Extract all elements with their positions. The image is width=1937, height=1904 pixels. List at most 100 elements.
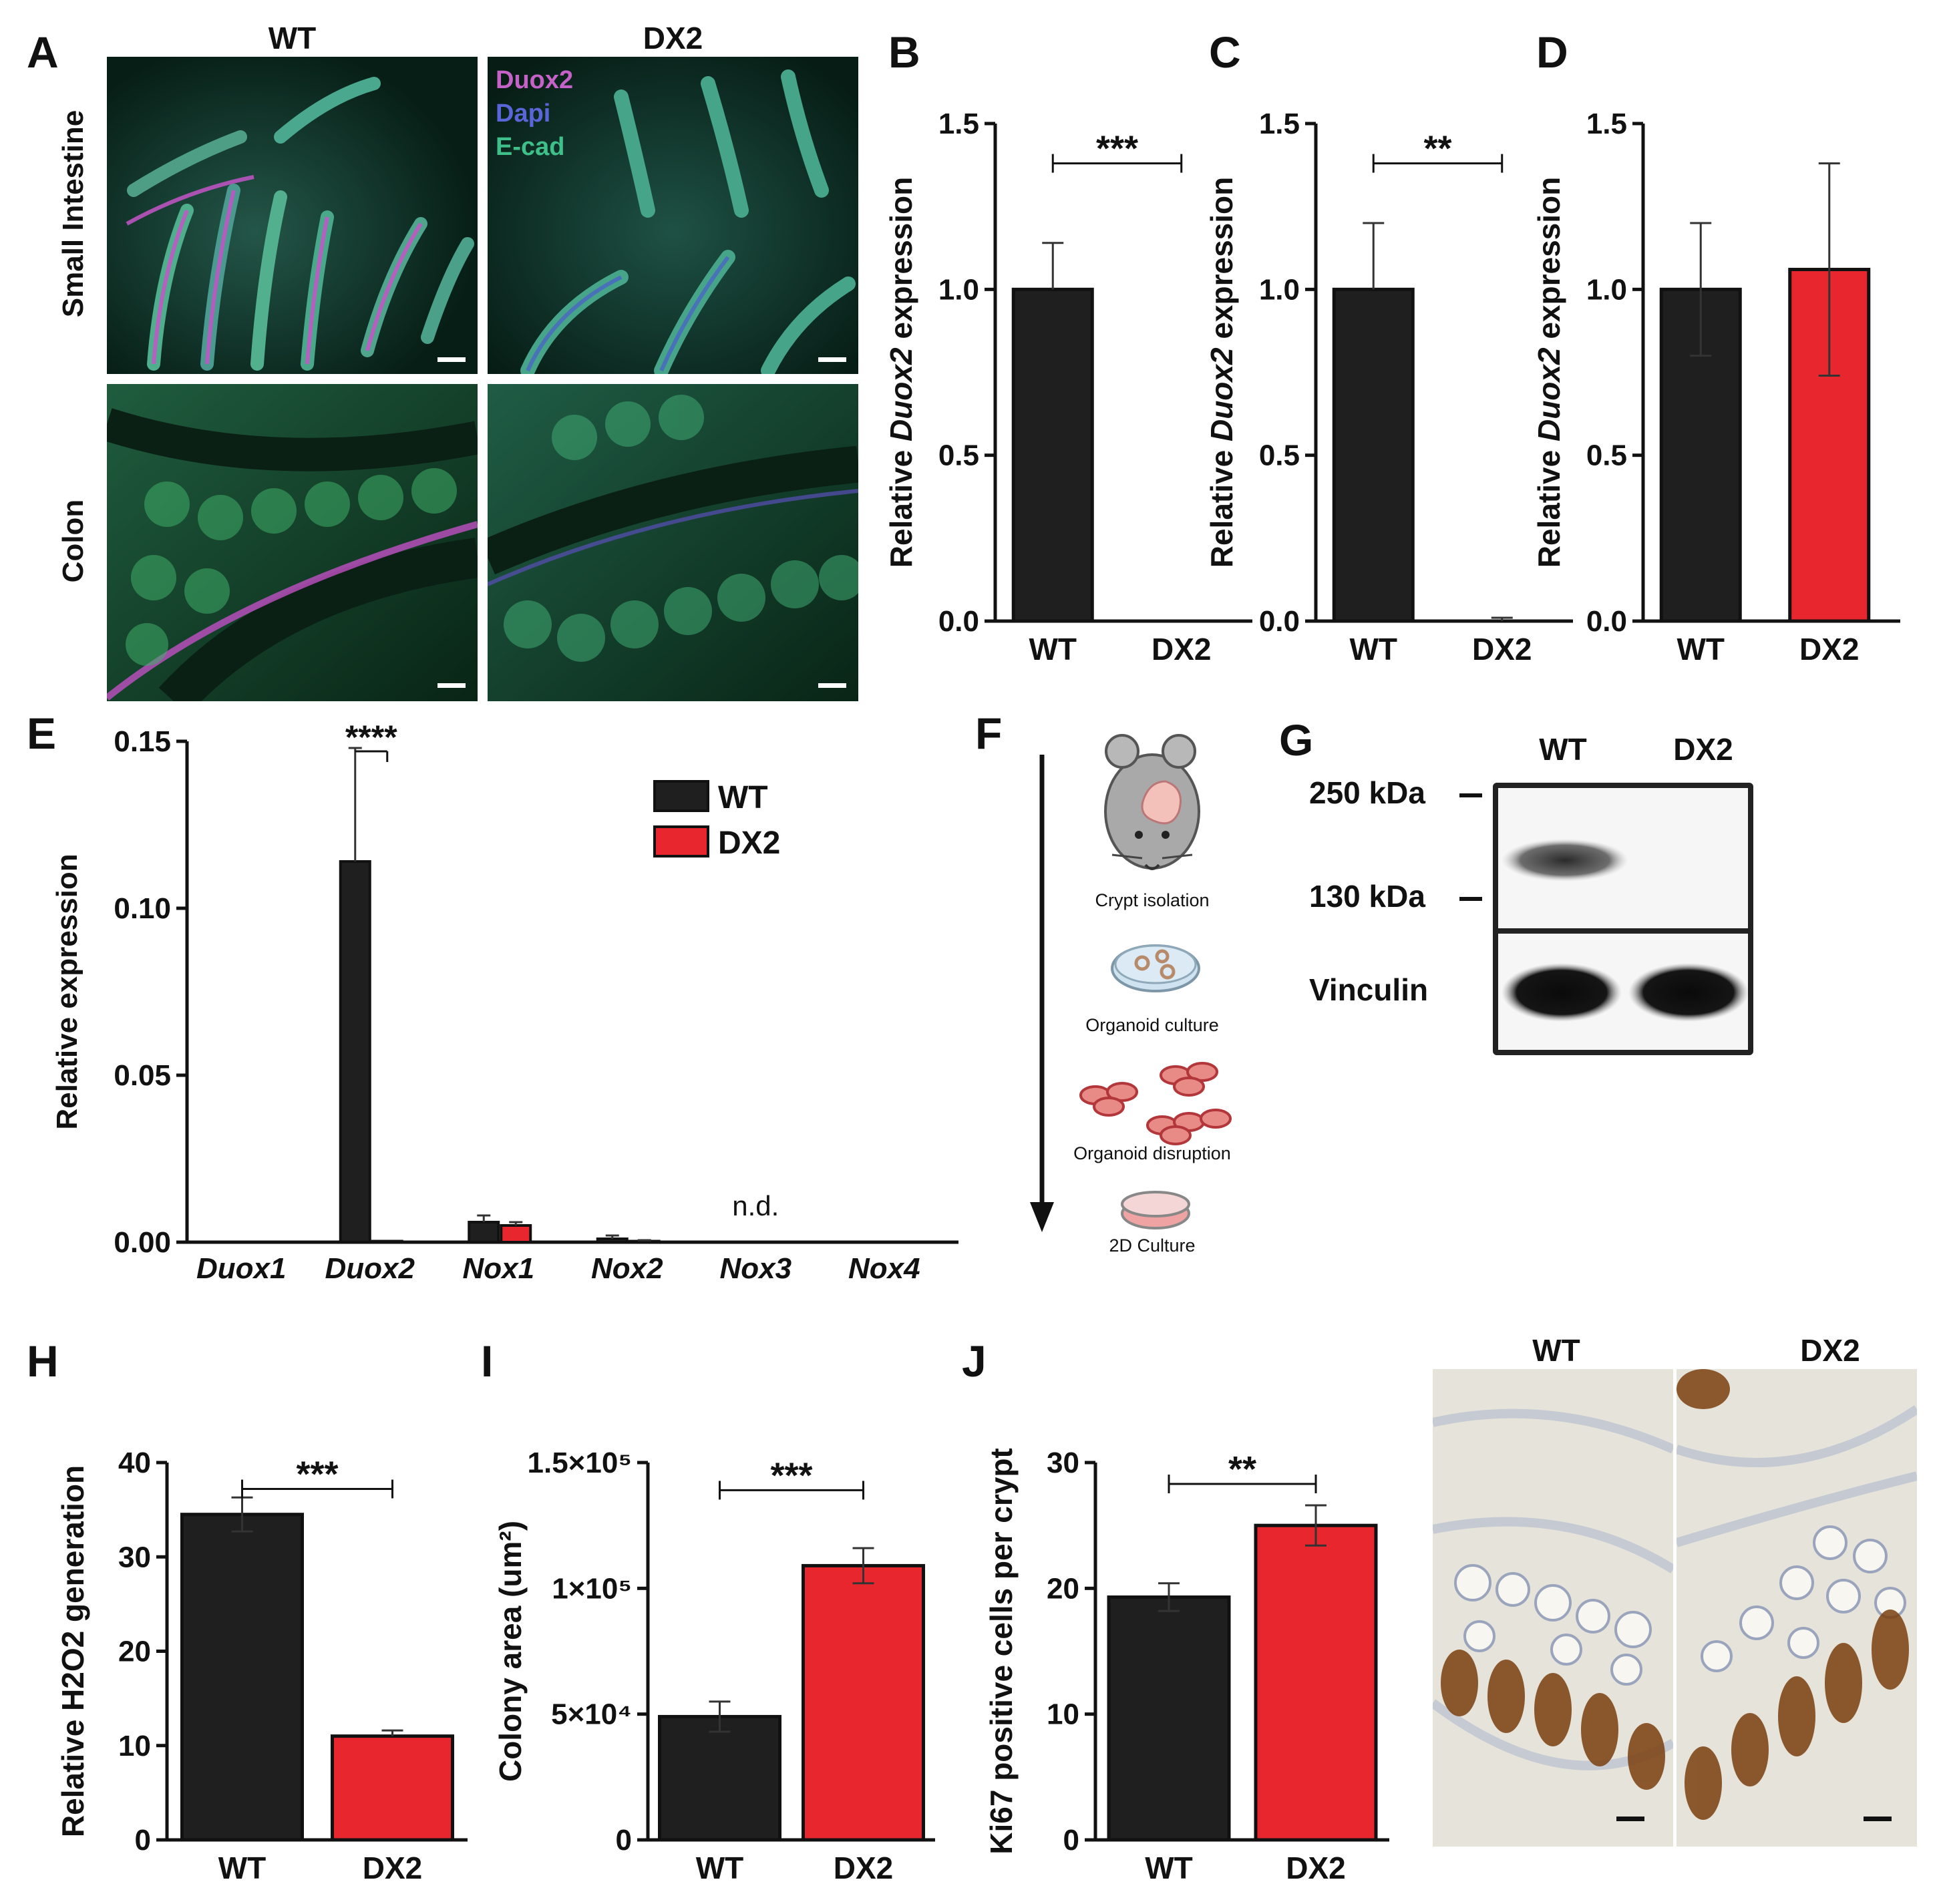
x-tick-label: DX2 — [1152, 632, 1211, 667]
ihc-label-wt: WT — [1532, 1333, 1580, 1368]
bar-wt-duox2 — [339, 860, 371, 1244]
channel-legend: Duox2 Dapi E-cad — [496, 63, 573, 164]
bar-wt — [1011, 287, 1094, 623]
panel-letter-f: F — [975, 709, 1003, 758]
ihc-image-dx2 — [1677, 1369, 1917, 1847]
scale-bar — [437, 683, 466, 688]
x-tick-label: DX2 — [834, 1851, 893, 1885]
x-tick-label: WT — [696, 1851, 744, 1885]
y-axis-label: Colony area (um²) — [493, 1521, 528, 1782]
y-tick-label: 0 — [616, 1824, 632, 1857]
y-tick-label: 0.5 — [1586, 439, 1627, 472]
x-tick-label: Duox2 — [325, 1252, 415, 1285]
bar-dx2-duox2 — [371, 1240, 403, 1244]
x-tick-label: WT — [218, 1851, 267, 1885]
significance-label: ** — [1423, 129, 1451, 169]
step-label-2d-culture: 2D Culture — [1109, 1235, 1196, 1256]
panel-letter-c: C — [1209, 27, 1241, 77]
y-tick-label: 0.10 — [114, 892, 171, 925]
x-tick-label: Nox3 — [719, 1252, 791, 1285]
scale-bar — [437, 357, 466, 362]
row-label-small-intestine: Small Intestine — [57, 110, 90, 318]
x-tick-label: WT — [1349, 632, 1397, 667]
y-tick-label: 0.05 — [114, 1059, 171, 1092]
y-tick-label: 20 — [1047, 1572, 1079, 1605]
column-label-wt: WT — [268, 21, 317, 55]
y-tick-label: 40 — [118, 1447, 151, 1479]
x-tick-label: DX2 — [1286, 1851, 1345, 1885]
legend-label-dx2: DX2 — [718, 825, 780, 861]
bar-dx2 — [1254, 1523, 1378, 1842]
y-tick-label: 1.0 — [938, 273, 979, 306]
chart-b: 0.0 0.5 1.0 1.5 Relative Duox2 expression WT D… — [884, 67, 1262, 735]
culture-dish-icon — [1121, 1191, 1190, 1229]
x-tick-label: DX2 — [363, 1851, 422, 1885]
workflow-arrow — [1030, 755, 1054, 1232]
western-blot-duox2 — [1493, 783, 1753, 936]
y-axis-label: Relative H2O2 generation — [55, 1465, 90, 1837]
y-tick-label: 0.0 — [1259, 605, 1300, 638]
bar-dx2-nox2 — [628, 1240, 661, 1244]
chart-e: 0.00 0.05 0.10 0.15 Relative expression Duox1… — [27, 708, 962, 1296]
chart-j: 0 10 20 30 Ki67 positive cells per crypt WT DX… — [962, 1336, 1396, 1903]
y-tick-label: 1.5 — [1586, 108, 1627, 140]
y-axis-label: Ki67 positive cells per crypt — [984, 1448, 1019, 1855]
x-tick-label: WT — [1145, 1851, 1193, 1885]
legend-dapi: Dapi — [496, 100, 551, 128]
y-axis-label: Relative Duox2 expression — [884, 177, 918, 568]
bar-dx2-nox1 — [500, 1224, 532, 1244]
y-tick-label: 1.5 — [1259, 108, 1300, 140]
legend-duox2: Duox2 — [496, 66, 574, 94]
y-tick-label: 1.5×10⁵ — [528, 1447, 632, 1479]
panel-letter-b: B — [888, 27, 920, 77]
bar-wt-nox2 — [596, 1237, 629, 1244]
marker-tick — [1459, 897, 1482, 901]
y-tick-label: 0.0 — [1586, 605, 1627, 638]
y-tick-label: 10 — [1047, 1698, 1079, 1731]
y-tick-label: 30 — [1047, 1447, 1079, 1479]
marker-tick — [1459, 793, 1482, 797]
annotation-label: n.d. — [732, 1190, 779, 1221]
scale-bar — [818, 683, 846, 688]
x-tick-label: Duox1 — [196, 1252, 286, 1285]
y-tick-label: 1.5 — [938, 108, 979, 140]
y-tick-label: 0.5 — [1259, 439, 1300, 472]
panel-letter-d: D — [1536, 27, 1568, 77]
x-tick-label: DX2 — [1472, 632, 1532, 667]
y-tick-label: 0 — [135, 1824, 151, 1857]
marker-130kda: 130 kDa — [1309, 879, 1425, 914]
y-tick-label: 1.0 — [1586, 273, 1627, 306]
marker-250kda: 250 kDa — [1309, 775, 1425, 810]
step-label-crypt-isolation: Crypt isolation — [1095, 890, 1210, 910]
panel-letter-j: J — [962, 1336, 987, 1386]
legend-ecad: E-cad — [496, 133, 565, 161]
bar-dx2 — [331, 1734, 454, 1842]
step-label-organoid-disruption: Organoid disruption — [1073, 1143, 1231, 1163]
lane-label-dx2: DX2 — [1673, 732, 1733, 767]
scale-bar — [1616, 1817, 1644, 1821]
significance-label: *** — [296, 1455, 338, 1495]
loading-control-label: Vinculin — [1309, 972, 1429, 1007]
y-tick-label: 0.15 — [114, 725, 171, 758]
y-tick-label: 1×10⁵ — [552, 1572, 632, 1605]
column-label-dx2: DX2 — [643, 21, 703, 55]
lane-label-wt: WT — [1539, 732, 1587, 767]
cells-icon — [1079, 1062, 1232, 1145]
y-tick-label: 30 — [118, 1541, 151, 1573]
micrograph-colon-wt — [107, 384, 478, 701]
micrograph-small-intestine-wt — [107, 57, 478, 374]
bar-wt — [1107, 1595, 1231, 1842]
row-label-colon: Colon — [57, 499, 90, 583]
y-axis-label: Relative expression — [51, 853, 83, 1129]
y-tick-label: 0.5 — [938, 439, 979, 472]
ihc-label-dx2: DX2 — [1800, 1333, 1860, 1368]
x-tick-label: WT — [1677, 632, 1725, 667]
panel-letter-a: A — [27, 27, 59, 77]
x-tick-label: Nox4 — [848, 1252, 920, 1285]
y-tick-label: 0 — [1063, 1824, 1079, 1857]
petri-dish-icon — [1111, 944, 1200, 992]
chart-i: 0 5×10⁴ 1×10⁵ 1.5×10⁵ Colony area (um²) WT DX2… — [481, 1336, 948, 1903]
chart-h: 0 10 20 30 40 Relative H2O2 generation WT DX2 **… — [27, 1336, 481, 1903]
scale-bar — [1864, 1817, 1892, 1821]
y-tick-label: 1.0 — [1259, 273, 1300, 306]
